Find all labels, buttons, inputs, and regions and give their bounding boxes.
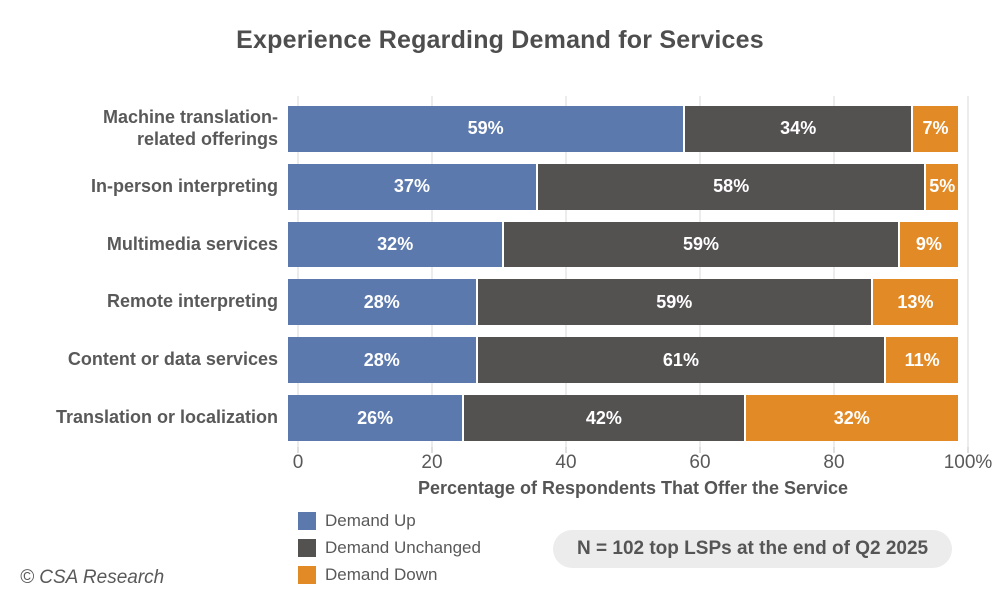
bar-value-label: 28%	[363, 349, 400, 370]
gridline	[431, 96, 433, 447]
gridline	[699, 96, 701, 447]
bar-value-label: 5%	[929, 176, 956, 197]
bar-value-label: 9%	[915, 234, 942, 255]
bar-segment: 42%	[462, 395, 744, 441]
bar-segment: 59%	[288, 106, 684, 152]
tick-label: 60	[689, 452, 711, 473]
legend-swatch	[298, 511, 316, 530]
legend-item: Demand Down	[298, 564, 481, 585]
tick-label: 100%	[943, 452, 993, 473]
category-label: Machine translation- related offerings	[102, 106, 278, 149]
bar-value-label: 59%	[467, 118, 504, 139]
chart-row: Translation or localization 26% 42% 32%	[0, 389, 1000, 447]
tick-label: 0	[292, 452, 304, 473]
bar-value-label: 34%	[780, 118, 817, 139]
bar-segment: 5%	[924, 163, 958, 210]
legend-label: Demand Unchanged	[325, 537, 481, 557]
sample-size-note: N = 102 top LSPs at the end of Q2 2025	[553, 530, 953, 568]
bar-segment: 28%	[288, 337, 476, 384]
bar-value-label: 59%	[683, 234, 720, 255]
bar-segment: 26%	[288, 395, 463, 441]
bar-segment: 9%	[897, 221, 958, 268]
tick-label: 40	[555, 452, 577, 473]
bar-segment: 61%	[475, 337, 885, 384]
chart-title: Experience Regarding Demand for Services	[236, 26, 764, 54]
axis-tick	[297, 447, 299, 453]
x-axis-label: Percentage of Respondents That Offer the…	[417, 478, 849, 498]
stacked-bar: 37% 58% 5%	[288, 163, 958, 210]
chart-row: Content or data services 28% 61% 11%	[0, 331, 1000, 389]
category-label: Content or data services	[67, 349, 278, 370]
axis-ticks	[297, 447, 969, 454]
bar-value-label: 61%	[662, 349, 699, 370]
bar-value-label: 11%	[904, 349, 940, 370]
bar-value-label: 7%	[922, 118, 949, 139]
stacked-bar: 59% 34% 7%	[288, 106, 958, 152]
chart-row: Remote interpreting 28% 59% 13%	[0, 273, 1000, 331]
bar-segment: 34%	[683, 106, 912, 152]
copyright-footer: © CSA Research	[20, 567, 165, 588]
bar-segment: 11%	[884, 337, 958, 384]
gridline	[565, 96, 567, 447]
plot-area: Machine translation- related offerings 59…	[0, 96, 1000, 473]
axis-tick	[431, 447, 433, 453]
axis-tick	[833, 447, 835, 453]
chart-row: Machine translation- related offerings 59…	[0, 100, 1000, 158]
axis-tick	[565, 447, 567, 453]
gridlines	[297, 96, 969, 447]
bar-value-label: 58%	[713, 176, 750, 197]
bar-value-label: 13%	[897, 291, 934, 312]
bar-value-label: 59%	[656, 291, 693, 312]
stacked-bar: 32% 59% 9%	[288, 221, 958, 268]
category-label: In-person interpreting	[90, 175, 278, 196]
tick-label: 20	[421, 452, 443, 473]
bar-value-label: 37%	[393, 176, 430, 197]
category-label: Translation or localization	[55, 407, 278, 428]
legend-item: Demand Up	[298, 510, 481, 531]
axis-tick	[699, 447, 701, 453]
category-label: Remote interpreting	[106, 291, 278, 312]
bar-segment: 37%	[288, 163, 536, 210]
legend-label: Demand Down	[325, 564, 438, 584]
bar-segment: 7%	[911, 106, 958, 152]
bar-value-label: 32%	[833, 407, 870, 428]
tick-label: 80	[823, 452, 845, 473]
bar-segment: 13%	[870, 279, 958, 326]
legend-item: Demand Unchanged	[298, 537, 481, 558]
gridline	[833, 96, 835, 447]
legend-label: Demand Up	[325, 510, 416, 530]
legend-swatch	[298, 565, 316, 584]
bar-value-label: 26%	[357, 407, 394, 428]
bar-value-label: 32%	[377, 234, 414, 255]
chart-row: In-person interpreting 37% 58% 5%	[0, 158, 1000, 216]
bar-segment: 32%	[288, 221, 503, 268]
bar-rows: Machine translation- related offerings 59…	[0, 100, 1000, 447]
gridline	[297, 96, 299, 447]
chart-row: Multimedia services 32% 59% 9%	[0, 216, 1000, 274]
bar-segment: 32%	[743, 395, 958, 441]
category-label: Multimedia services	[106, 233, 278, 254]
axis-tick	[967, 447, 969, 453]
legend-swatch	[298, 538, 316, 557]
bar-segment: 59%	[502, 221, 898, 268]
bar-value-label: 28%	[363, 291, 400, 312]
legend: Demand Up Demand Unchanged Demand Down	[298, 510, 481, 585]
stacked-bar: 26% 42% 32%	[288, 395, 958, 441]
bar-segment: 59%	[475, 279, 871, 326]
bar-value-label: 42%	[585, 407, 622, 428]
stacked-bar: 28% 61% 11%	[288, 337, 958, 384]
gridline	[967, 96, 969, 447]
bar-segment: 58%	[535, 163, 925, 210]
tick-labels: 0 20 40 60 80 100%	[293, 452, 993, 476]
stacked-bar: 28% 59% 13%	[288, 279, 958, 326]
bar-segment: 28%	[288, 279, 476, 326]
